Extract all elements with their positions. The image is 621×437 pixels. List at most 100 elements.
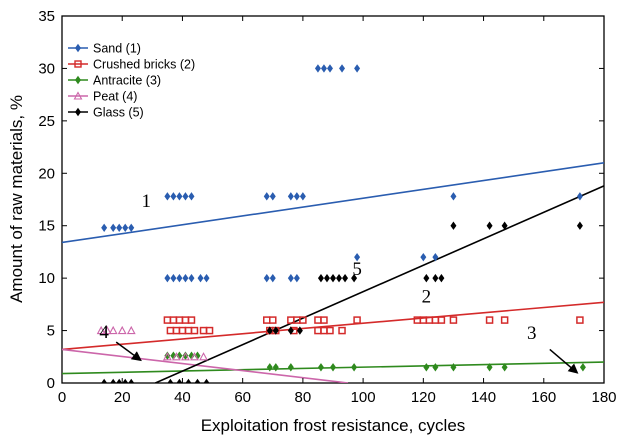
data-point-series-5 [323, 273, 330, 283]
data-point-series-5 [122, 378, 129, 383]
data-point-series-4 [96, 325, 106, 335]
y-tick-label: 0 [47, 375, 55, 392]
x-tick-label: 60 [234, 389, 251, 406]
data-point-series-3 [351, 363, 358, 372]
data-point-series-5 [450, 221, 457, 230]
data-point-series-1 [269, 273, 276, 283]
x-tick-label: 180 [591, 389, 616, 406]
data-point-series-1 [110, 223, 117, 232]
annotation-arrow [115, 341, 142, 362]
legend-label: Peat (4) [93, 90, 137, 104]
data-point-series-2 [449, 316, 458, 324]
data-point-series-1 [116, 223, 123, 232]
x-tick-label: 140 [471, 389, 496, 406]
legend-label: Crushed bricks (2) [93, 58, 195, 72]
data-point-series-5 [336, 273, 343, 283]
data-point-series-3 [432, 363, 439, 372]
data-point-series-1 [354, 252, 361, 262]
data-point-series-4 [190, 352, 199, 361]
data-point-series-2 [338, 326, 346, 335]
data-point-series-1 [197, 273, 204, 283]
data-point-series-1 [326, 64, 333, 73]
legend-label: Antracite (3) [93, 74, 161, 88]
legend-label: Glass (5) [93, 106, 144, 120]
data-point-series-2 [269, 316, 277, 324]
data-point-series-1 [287, 273, 294, 283]
data-point-series-5 [101, 378, 108, 383]
data-point-series-2 [576, 316, 584, 324]
data-point-series-1 [170, 192, 177, 201]
y-tick-label: 15 [38, 218, 55, 235]
data-point-series-3 [501, 363, 508, 372]
x-tick-label: 40 [174, 389, 191, 406]
data-point-series-5 [110, 378, 117, 383]
data-point-series-1 [354, 64, 361, 73]
data-point-series-5 [432, 273, 439, 283]
data-point-series-5 [185, 378, 192, 383]
annotation-arrow [549, 348, 579, 374]
data-point-series-3 [450, 363, 457, 372]
data-point-series-1 [263, 273, 270, 283]
data-point-series-2 [320, 316, 328, 324]
data-point-series-5 [351, 273, 358, 283]
data-point-series-1 [188, 273, 195, 283]
data-point-series-1 [339, 64, 346, 73]
data-point-series-3 [287, 363, 294, 372]
x-axis-title: Exploitation frost resistance, cycles [201, 416, 466, 435]
data-point-series-1 [299, 192, 306, 201]
data-point-series-5 [423, 273, 430, 283]
data-point-series-5 [330, 273, 336, 283]
data-point-series-2 [299, 316, 307, 324]
data-point-series-2 [485, 316, 494, 324]
data-point-series-4 [117, 325, 127, 335]
data-point-series-1 [450, 192, 457, 201]
data-point-series-3 [486, 363, 493, 372]
data-point-series-3 [579, 363, 586, 372]
y-tick-label: 35 [38, 8, 55, 25]
data-point-series-1 [170, 273, 177, 283]
data-point-series-1 [269, 192, 276, 201]
legend-label: Sand (1) [93, 42, 141, 56]
data-point-series-3 [317, 363, 324, 372]
data-point-series-1 [287, 192, 294, 201]
data-point-series-5 [287, 326, 294, 335]
data-point-series-1 [176, 273, 183, 283]
data-point-series-5 [486, 221, 493, 230]
data-point-series-1 [293, 273, 300, 283]
data-point-series-5 [501, 221, 508, 230]
data-point-series-1 [263, 192, 270, 201]
data-point-series-1 [128, 223, 135, 232]
trend-line-series-1 [62, 162, 604, 244]
line-label-2: 2 [422, 286, 432, 307]
data-point-series-5 [576, 221, 583, 230]
data-point-series-5 [116, 378, 123, 383]
data-point-series-4 [162, 352, 172, 361]
data-point-series-4 [181, 352, 190, 361]
data-point-series-5 [342, 273, 349, 283]
data-point-series-1 [293, 192, 300, 201]
plot-area [61, 15, 605, 384]
y-tick-label: 5 [47, 323, 55, 340]
data-point-series-5 [438, 273, 445, 283]
legend-swatch-marker [73, 91, 83, 100]
x-tick-label: 80 [295, 389, 312, 406]
y-axis-title: Amount of raw materials, % [7, 95, 26, 303]
trend-line-series-4 [62, 348, 349, 383]
data-point-series-2 [205, 326, 214, 335]
trend-line-series-2 [62, 301, 604, 351]
y-tick-label: 10 [38, 270, 55, 287]
data-point-series-5 [317, 273, 324, 283]
data-point-series-1 [164, 273, 171, 283]
data-point-series-1 [176, 192, 183, 201]
legend-swatch-marker [75, 75, 81, 85]
data-point-series-3 [423, 363, 430, 372]
line-label-3: 3 [527, 323, 537, 344]
data-point-series-3 [272, 363, 279, 372]
data-point-series-2 [353, 316, 361, 324]
y-tick-label: 25 [38, 113, 55, 130]
data-point-series-1 [101, 223, 108, 232]
x-tick-label: 0 [58, 389, 66, 406]
data-point-series-2 [437, 316, 446, 324]
line-label-4: 4 [99, 322, 109, 343]
data-point-series-4 [172, 352, 181, 361]
